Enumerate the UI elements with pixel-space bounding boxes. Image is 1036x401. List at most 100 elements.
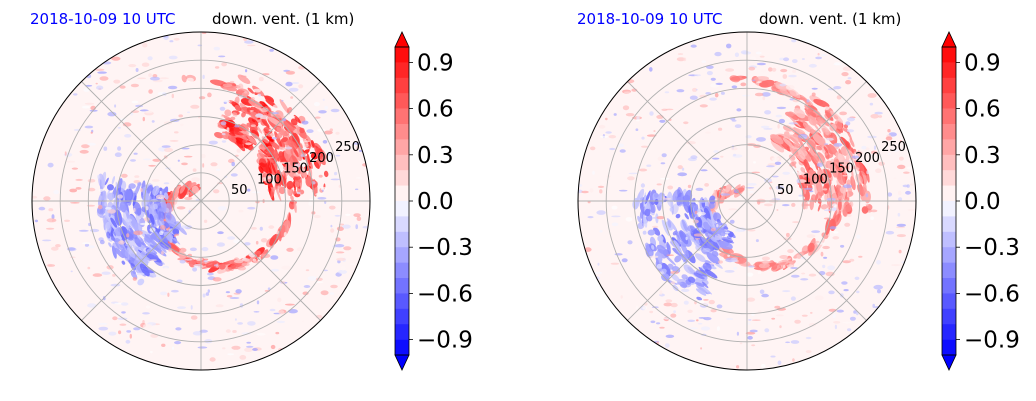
field-cell bbox=[646, 164, 652, 167]
field-cell bbox=[797, 154, 805, 162]
field-cell bbox=[181, 147, 190, 150]
field-cell bbox=[84, 125, 94, 129]
field-cell bbox=[330, 178, 340, 181]
field-cell bbox=[817, 52, 820, 56]
field-cell bbox=[207, 272, 214, 276]
field-cell bbox=[356, 216, 362, 221]
field-cell bbox=[150, 76, 160, 81]
field-cell bbox=[694, 210, 698, 215]
field-cell bbox=[733, 153, 737, 157]
field-cell bbox=[618, 189, 628, 192]
field-cell bbox=[689, 213, 698, 220]
field-cell bbox=[315, 192, 324, 197]
field-cell bbox=[293, 173, 301, 177]
field-cell bbox=[605, 131, 612, 134]
field-cell bbox=[800, 278, 809, 281]
field-cell bbox=[837, 199, 842, 211]
field-cell bbox=[278, 155, 287, 164]
field-cell bbox=[83, 88, 90, 92]
field-cell bbox=[198, 96, 206, 100]
field-cell bbox=[759, 79, 775, 88]
field-cell bbox=[84, 102, 95, 105]
field-cell bbox=[805, 336, 812, 340]
field-cell bbox=[266, 145, 275, 155]
field-cell bbox=[865, 193, 869, 198]
field-cell bbox=[784, 111, 794, 117]
field-cell bbox=[887, 153, 891, 155]
field-cell bbox=[285, 146, 293, 150]
field-cell bbox=[710, 211, 715, 227]
field-cell bbox=[779, 88, 792, 98]
field-cell bbox=[112, 108, 121, 110]
field-cell bbox=[90, 228, 100, 233]
field-cell bbox=[117, 178, 123, 189]
field-cell bbox=[130, 270, 138, 280]
field-cell bbox=[832, 203, 838, 208]
field-cell bbox=[136, 272, 145, 276]
field-cell bbox=[824, 160, 827, 165]
field-cell bbox=[324, 200, 327, 204]
field-cell bbox=[305, 177, 312, 187]
field-cell bbox=[812, 133, 826, 146]
colorbar-bin bbox=[395, 262, 409, 279]
field-cell bbox=[259, 101, 265, 106]
field-cell bbox=[710, 227, 716, 232]
field-cell bbox=[221, 114, 234, 122]
field-cell bbox=[785, 85, 795, 90]
field-cell bbox=[87, 266, 91, 270]
colorbar-tick-label: 0.0 bbox=[964, 189, 1001, 215]
field-cell bbox=[324, 105, 329, 110]
field-cell bbox=[203, 219, 208, 223]
field-cell bbox=[133, 327, 141, 331]
field-cell bbox=[611, 222, 619, 227]
field-cell bbox=[877, 289, 881, 294]
left-panel: 2018-10-09 10 UTC down. vent. (1 km) 50 1… bbox=[30, 10, 473, 371]
field-cell bbox=[209, 357, 216, 362]
field-cell bbox=[104, 177, 109, 186]
field-cell bbox=[263, 95, 275, 103]
field-cell bbox=[891, 148, 899, 152]
colorbar-extend-max bbox=[941, 31, 957, 48]
field-cell bbox=[797, 148, 806, 160]
field-cell bbox=[252, 88, 262, 93]
field-cell bbox=[731, 85, 738, 89]
field-cell bbox=[126, 233, 130, 238]
field-cell bbox=[183, 155, 193, 158]
field-cell bbox=[87, 303, 97, 308]
field-cell bbox=[157, 139, 163, 143]
field-cell bbox=[118, 330, 122, 335]
field-cell bbox=[794, 319, 801, 324]
field-cell bbox=[135, 214, 141, 226]
field-cell bbox=[775, 114, 782, 118]
field-cell bbox=[741, 94, 751, 97]
field-cell bbox=[334, 214, 341, 217]
field-cell bbox=[712, 157, 720, 160]
field-cell bbox=[709, 262, 717, 265]
field-cell bbox=[667, 220, 672, 228]
field-cell bbox=[689, 237, 694, 243]
colorbar-bin bbox=[942, 308, 956, 325]
field-cell bbox=[222, 347, 226, 350]
field-cell bbox=[270, 268, 280, 272]
field-cell bbox=[747, 183, 757, 186]
field-cell bbox=[763, 203, 773, 207]
field-cell bbox=[313, 214, 321, 219]
left-title-variable: down. vent. (1 km) bbox=[212, 10, 354, 28]
field-cell bbox=[248, 252, 256, 258]
field-cell bbox=[302, 291, 309, 296]
field-cell bbox=[813, 98, 830, 108]
field-cell bbox=[687, 184, 692, 189]
field-cell bbox=[267, 175, 271, 180]
field-cell bbox=[636, 116, 640, 120]
field-cell bbox=[272, 104, 281, 109]
field-cell bbox=[656, 322, 661, 325]
field-cell bbox=[167, 85, 178, 90]
field-cell bbox=[141, 62, 150, 67]
field-cell bbox=[847, 77, 852, 80]
field-cell bbox=[785, 341, 790, 344]
field-cell bbox=[736, 331, 740, 336]
field-cell bbox=[179, 259, 186, 264]
field-cell bbox=[121, 173, 128, 178]
field-cell bbox=[258, 93, 261, 97]
field-cell bbox=[778, 118, 786, 124]
